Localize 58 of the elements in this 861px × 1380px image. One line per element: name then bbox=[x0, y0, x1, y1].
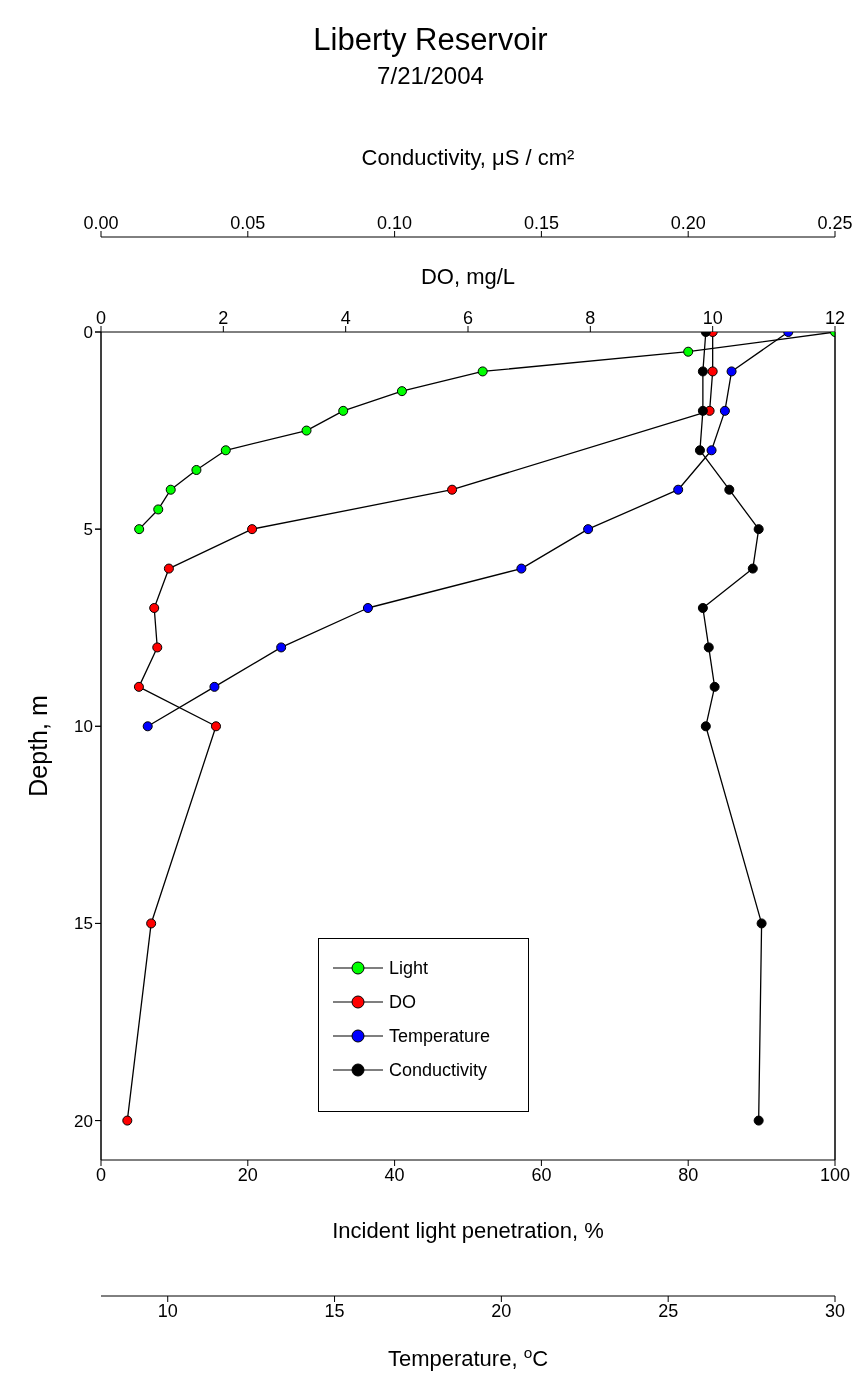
legend-label: Temperature bbox=[389, 1025, 491, 1047]
x-tick-label: 100 bbox=[819, 1164, 851, 1185]
legend-label: Light bbox=[389, 957, 429, 979]
x-axis-title: Temperature, $^{o}$C bbox=[387, 1343, 549, 1371]
point bbox=[673, 484, 684, 495]
point bbox=[191, 464, 202, 476]
x2-tick-label: 0.25 bbox=[817, 213, 853, 233]
x2-tick-label: 0.10 bbox=[377, 213, 413, 233]
y-axis-title: Depth, m bbox=[24, 695, 52, 797]
point bbox=[276, 642, 287, 653]
point bbox=[338, 405, 349, 416]
x2-tick-label: 12 bbox=[824, 308, 846, 328]
point bbox=[516, 563, 527, 574]
y-tick-label: 15 bbox=[74, 914, 93, 934]
point bbox=[719, 405, 730, 416]
point bbox=[583, 524, 594, 535]
point bbox=[220, 445, 231, 456]
x2-tick-label: 0.15 bbox=[523, 213, 559, 233]
point bbox=[301, 425, 312, 436]
x2-tick-label: 6 bbox=[462, 308, 474, 328]
point bbox=[165, 484, 176, 495]
x-axis-title: Incident light penetration, % bbox=[332, 1218, 604, 1243]
point bbox=[134, 524, 145, 535]
x-tick-label: 15 bbox=[324, 1300, 345, 1321]
chart-title: Liberty Reservoir bbox=[312, 21, 549, 58]
point bbox=[362, 602, 373, 614]
y-tick-label: 20 bbox=[74, 1111, 93, 1131]
legend-label: Conductivity bbox=[389, 1059, 488, 1081]
x-tick-label: 80 bbox=[678, 1164, 699, 1185]
y-tick-label: 10 bbox=[74, 717, 93, 737]
point bbox=[683, 346, 694, 357]
legend-label: DO bbox=[389, 991, 416, 1013]
x2-axis-title: Conductivity, μS / cm² bbox=[361, 145, 575, 170]
point bbox=[726, 366, 737, 377]
x2-tick-label: 4 bbox=[340, 308, 351, 328]
x-tick-label: 40 bbox=[384, 1164, 405, 1185]
chart-subtitle: 7/21/2004 bbox=[376, 62, 485, 90]
x-tick-label: 20 bbox=[491, 1300, 512, 1321]
point bbox=[396, 386, 407, 397]
y-tick-label: 5 bbox=[83, 520, 93, 540]
x-tick-label: 10 bbox=[157, 1300, 178, 1321]
x2-tick-label: 2 bbox=[218, 308, 229, 328]
x-tick-label: 20 bbox=[237, 1164, 258, 1185]
x2-tick-label: 0.20 bbox=[670, 213, 706, 233]
point bbox=[706, 445, 717, 456]
point bbox=[142, 721, 153, 732]
x2-tick-label: 0.05 bbox=[230, 213, 266, 233]
x-tick-label: 30 bbox=[824, 1300, 846, 1321]
y-tick-label: 0 bbox=[83, 323, 93, 343]
x-tick-label: 60 bbox=[531, 1164, 552, 1185]
x2-tick-label: 10 bbox=[702, 308, 723, 328]
point bbox=[477, 366, 488, 377]
x-tick-label: 25 bbox=[658, 1300, 679, 1321]
x2-tick-label: 0.00 bbox=[83, 213, 119, 233]
x2-axis-title: DO, mg/L bbox=[420, 264, 516, 289]
point bbox=[209, 681, 220, 692]
x2-tick-label: 8 bbox=[585, 308, 596, 328]
point bbox=[153, 504, 164, 515]
